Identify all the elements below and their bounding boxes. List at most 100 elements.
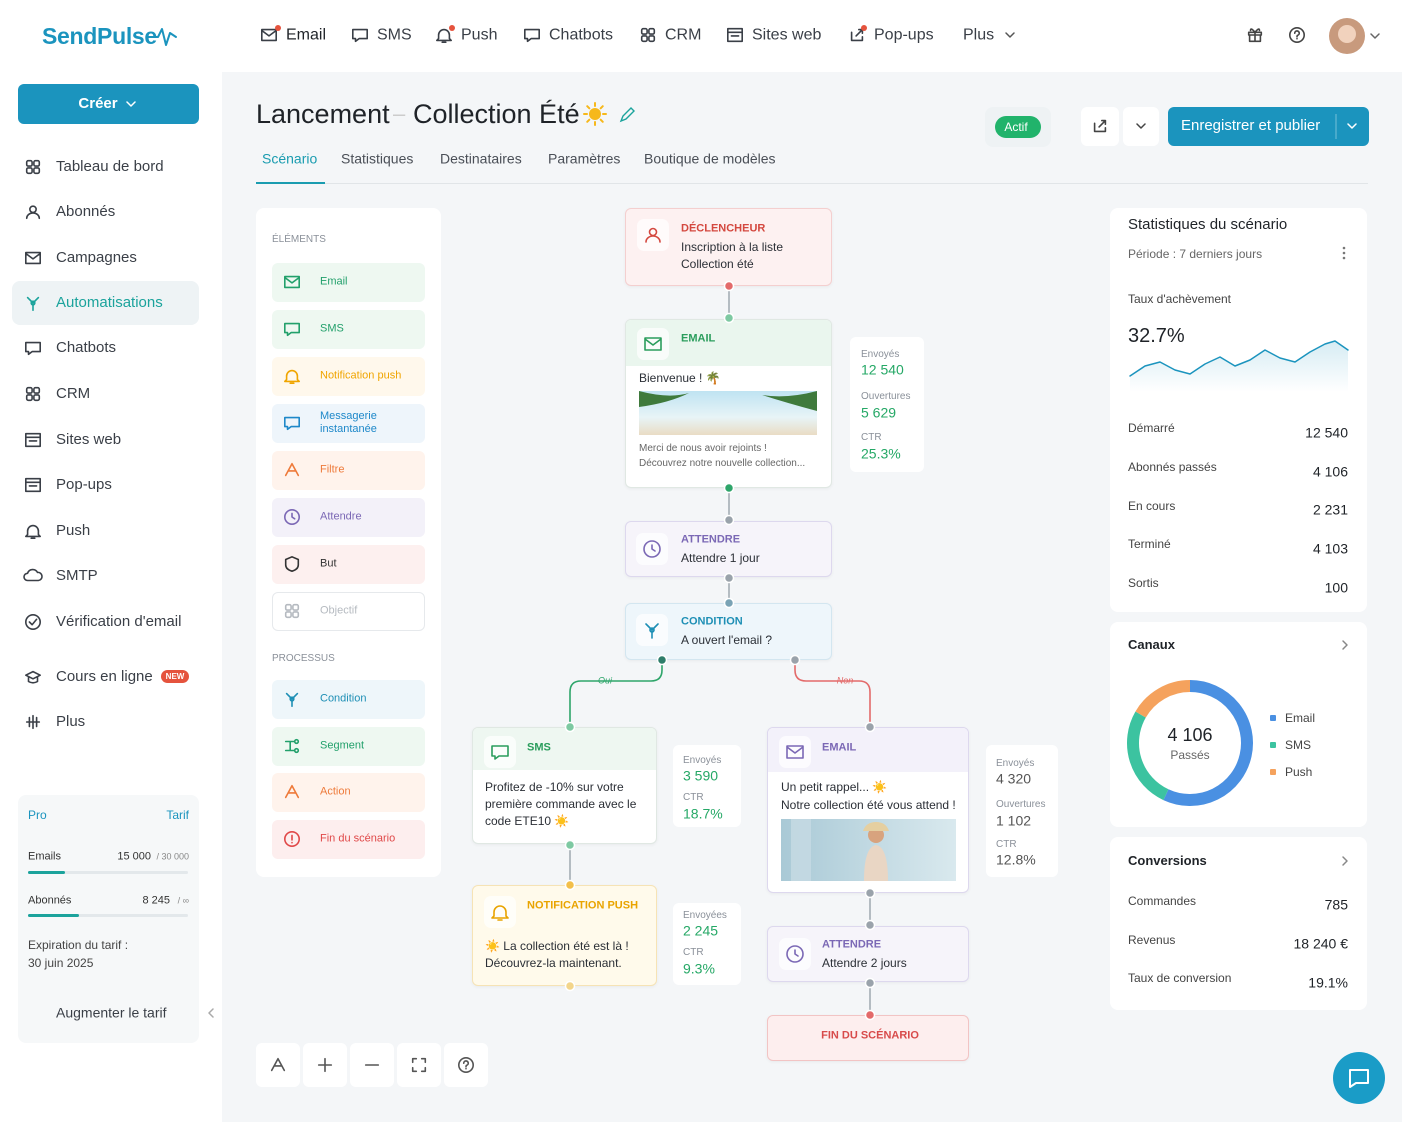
dress — [791, 819, 811, 881]
icon — [284, 416, 300, 431]
kebab — [1342, 246, 1346, 250]
branch-connector — [569, 660, 663, 727]
tab[interactable]: Statistiques — [341, 150, 414, 167]
nav-link[interactable]: Chatbots — [549, 26, 614, 44]
metric-value: 4 106 — [1312, 463, 1348, 480]
tab[interactable]: Boutique de modèles — [644, 150, 776, 167]
icon — [284, 275, 300, 289]
top-bar — [0, 0, 1402, 72]
expiry-date: 30 juin 2025 — [28, 955, 94, 970]
sidebar-link[interactable]: Sites web — [56, 431, 122, 448]
process-label[interactable]: Condition — [320, 692, 367, 705]
nav-link[interactable]: Email — [286, 26, 327, 44]
element-item[interactable] — [272, 404, 425, 443]
icon — [33, 159, 41, 167]
nav-link[interactable]: CRM — [665, 26, 702, 44]
process-label[interactable]: Segment — [320, 739, 365, 752]
tab[interactable]: Destinataires — [440, 150, 522, 167]
legend-swatch — [1270, 769, 1276, 775]
active-tab-underline — [256, 182, 325, 184]
plan-link[interactable]: Tarif — [166, 807, 189, 822]
icon — [30, 300, 36, 306]
nav-link[interactable]: Push — [461, 26, 498, 44]
stat-value: 4 320 — [996, 770, 1032, 787]
icon — [491, 905, 509, 921]
connector-dot — [864, 919, 876, 931]
process-item[interactable] — [272, 727, 425, 766]
node-text: Notre collection été vous attend ! — [781, 797, 956, 812]
nav-link[interactable]: Pop-ups — [874, 26, 934, 44]
more-button[interactable] — [1123, 107, 1159, 146]
legend-label: SMS — [1285, 737, 1312, 752]
sidebar-link[interactable]: Tableau de bord — [56, 158, 164, 175]
element-label[interactable]: Filtre — [320, 463, 345, 476]
create-button[interactable] — [18, 84, 199, 124]
element-item[interactable] — [272, 310, 425, 349]
sidebar-link[interactable]: Plus — [56, 713, 86, 730]
sidebar-link[interactable]: Chatbots — [56, 339, 117, 356]
icon — [25, 386, 33, 394]
nav-link[interactable]: Sites web — [752, 26, 822, 44]
icon — [25, 524, 41, 539]
connector — [1342, 856, 1348, 866]
element-label[interactable]: Attendre — [320, 510, 362, 523]
canvas-tool[interactable] — [256, 1043, 300, 1087]
chat-launcher[interactable] — [1333, 1052, 1385, 1104]
nav-link[interactable]: Plus — [963, 26, 995, 44]
tab[interactable]: Scénario — [262, 150, 318, 167]
canvas-tool[interactable] — [397, 1043, 441, 1087]
sidebar-link[interactable]: SMTP — [56, 567, 98, 584]
sidebar-link[interactable]: Abonnés — [56, 203, 116, 220]
stat-value: 18.7% — [683, 805, 723, 822]
icon — [284, 740, 296, 752]
element-item[interactable] — [272, 498, 425, 537]
process-item[interactable] — [272, 820, 425, 859]
person-hat — [863, 822, 889, 831]
process-label[interactable]: Fin du scénario — [320, 832, 396, 845]
donut-segment — [1163, 680, 1253, 806]
element-label[interactable]: Messagerie instantanée — [320, 409, 377, 435]
publish-button[interactable] — [1168, 107, 1369, 146]
element-label[interactable]: Objectif — [320, 604, 358, 617]
nav-link[interactable]: SMS — [377, 26, 412, 44]
publish-label[interactable]: Enregistrer et publier — [1181, 117, 1321, 134]
quota-used: 15 000 — [117, 850, 151, 863]
process-item[interactable] — [272, 680, 425, 719]
conversions-card — [1110, 837, 1367, 1010]
connector-dot — [723, 514, 735, 526]
element-item[interactable] — [272, 451, 425, 490]
status-badge — [995, 116, 1041, 138]
sidebar-link[interactable]: Automatisations — [56, 294, 163, 311]
sidebar-link[interactable]: CRM — [56, 385, 91, 402]
sidebar-link[interactable]: Push — [56, 522, 91, 539]
upgrade-link[interactable]: Augmenter le tarif — [56, 1004, 167, 1021]
icon — [23, 568, 43, 582]
element-label[interactable]: But — [320, 557, 337, 570]
quota-fill — [28, 871, 65, 874]
stat-value: 2 245 — [683, 922, 719, 939]
icon — [640, 35, 648, 43]
connector-dot — [864, 1009, 876, 1021]
element-label[interactable]: Notification push — [320, 369, 402, 382]
tab[interactable]: Paramètres — [548, 150, 621, 167]
process-label[interactable]: Action — [320, 785, 351, 798]
element-item[interactable] — [272, 263, 425, 302]
connector — [1347, 123, 1357, 129]
icon — [643, 540, 661, 558]
element-label[interactable]: Email — [320, 275, 348, 288]
icon — [648, 27, 656, 35]
icon — [794, 949, 799, 957]
metric-value: 12 540 — [1305, 424, 1348, 441]
stat-value: 3 590 — [683, 767, 719, 784]
sidebar-link[interactable]: Campagnes — [56, 249, 137, 266]
connector-dot — [864, 887, 876, 899]
chat-launcher-icon — [1349, 1069, 1369, 1088]
sidebar-link[interactable]: Pop-ups — [56, 476, 112, 493]
sidebar-link[interactable]: Vérification d'email — [56, 613, 182, 630]
create-button-label[interactable]: Créer — [78, 95, 118, 112]
sidebar-link[interactable]: Cours en ligne — [56, 668, 153, 685]
process-item[interactable] — [272, 773, 425, 812]
element-label[interactable]: SMS — [320, 322, 344, 335]
sun-ray — [586, 118, 591, 123]
